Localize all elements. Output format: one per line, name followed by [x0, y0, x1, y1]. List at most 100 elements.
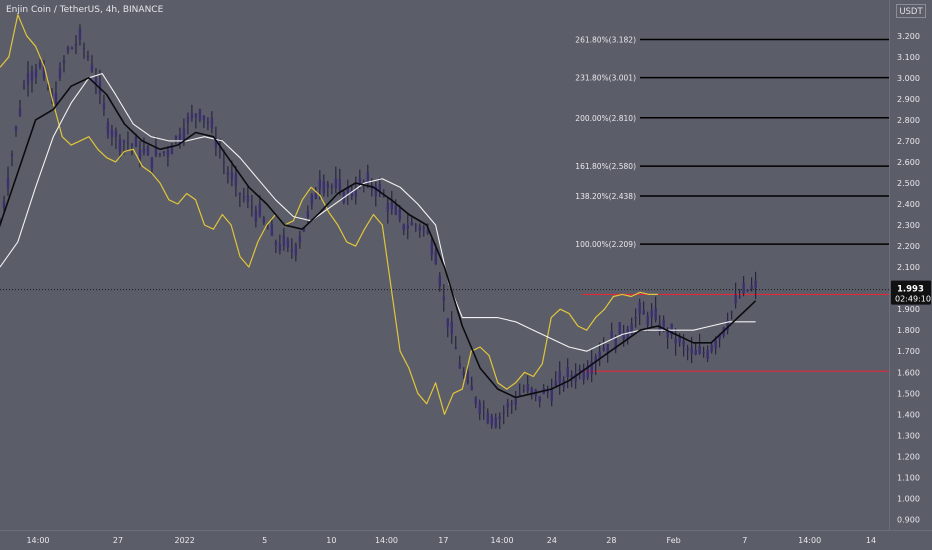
y-tick-label: 2.100: [897, 263, 920, 272]
fib-level-label: 161.80%(2.580): [575, 162, 636, 171]
candle-body: [270, 224, 274, 236]
candle-body: [506, 403, 509, 408]
candle-body: [130, 144, 134, 146]
y-tick-label: 3.100: [897, 53, 920, 62]
candle-body: [602, 347, 605, 351]
candle-body: [70, 47, 74, 49]
candle-body: [698, 346, 701, 354]
candles: [0, 24, 757, 429]
candle-body: [442, 296, 445, 301]
candle-body: [650, 310, 653, 318]
price-axis: [889, 0, 932, 550]
candle-body: [734, 294, 737, 304]
candle-body: [138, 149, 142, 159]
candle-body: [422, 227, 426, 230]
candle-body: [294, 244, 298, 256]
candle-body: [514, 398, 517, 405]
candle-body: [366, 172, 370, 185]
candle-body: [122, 140, 126, 143]
candle-body: [510, 403, 513, 405]
candle-body: [182, 128, 186, 141]
candle-body: [346, 187, 350, 193]
candle-body: [362, 181, 366, 184]
y-tick-label: 2.700: [897, 137, 920, 146]
candle-body: [46, 87, 50, 89]
candle-body: [282, 235, 286, 246]
candle-body: [174, 136, 178, 140]
candle-body: [526, 384, 529, 392]
candle-body: [230, 172, 234, 180]
candle-body: [86, 56, 90, 58]
x-tick-label: 14:00: [26, 536, 49, 545]
candle-body: [606, 343, 609, 354]
candle-body: [622, 332, 625, 340]
candle-body: [466, 371, 469, 383]
candle-body: [326, 183, 330, 188]
candle-body: [254, 210, 258, 222]
candle-body: [166, 149, 170, 157]
candle-body: [246, 195, 250, 202]
candle-body: [498, 416, 501, 419]
candle-body: [586, 366, 589, 378]
candle-body: [6, 177, 10, 189]
candle-body: [454, 347, 457, 350]
candle-body: [250, 206, 254, 208]
candle-body: [82, 48, 86, 50]
candle-body: [262, 218, 266, 223]
candle-body: [298, 235, 302, 243]
candle-body: [302, 227, 306, 232]
candle-body: [350, 190, 354, 197]
candle-body: [582, 369, 585, 380]
y-tick-label: 2.800: [897, 116, 920, 125]
candle-body: [474, 397, 477, 405]
candle-body: [30, 71, 34, 81]
candle-body: [738, 296, 741, 298]
candle-body: [34, 69, 38, 78]
candle-body: [150, 157, 154, 168]
candle-body: [710, 345, 713, 352]
candle-body: [574, 373, 577, 382]
candle-body: [438, 276, 441, 287]
x-tick-label: 7: [742, 536, 747, 545]
candle-body: [110, 129, 114, 138]
candle-body: [594, 356, 597, 364]
candle-body: [678, 335, 681, 343]
candle-body: [162, 151, 166, 153]
candle-body: [470, 385, 473, 391]
y-tick-label: 1.700: [897, 347, 920, 356]
last-price-value: 1.993: [897, 285, 924, 295]
candle-body: [398, 209, 402, 220]
candle-body: [118, 138, 122, 152]
candle-body: [626, 328, 629, 339]
y-tick-label: 1.400: [897, 410, 920, 419]
candle-body: [330, 186, 334, 188]
y-tick-label: 1.100: [897, 473, 920, 482]
candle-body: [58, 68, 62, 78]
candle-body: [258, 203, 262, 216]
candle-body: [310, 194, 314, 205]
candle-body: [630, 323, 633, 335]
candle-body: [666, 331, 669, 338]
candle-countdown: 02:49:10: [895, 295, 931, 304]
candle-body: [74, 43, 78, 47]
candle-body: [134, 136, 138, 147]
x-tick-label: 10: [326, 536, 336, 545]
currency-badge[interactable]: USDT: [896, 4, 926, 18]
candle-body: [614, 337, 617, 350]
candle-body: [558, 371, 561, 384]
candle-body: [654, 307, 657, 320]
candle-body: [430, 242, 433, 255]
candle-body: [502, 411, 505, 413]
candle-body: [718, 334, 721, 339]
candle-body: [682, 341, 685, 347]
moving-average-line: [0, 77, 757, 399]
candle-body: [462, 371, 465, 376]
candle-body: [106, 122, 110, 135]
x-tick-label: 14:00: [798, 536, 821, 545]
candle-body: [22, 86, 26, 88]
candle-body: [54, 93, 58, 104]
fib-level-label: 200.00%(2.810): [575, 114, 636, 123]
candle-body: [238, 193, 242, 195]
